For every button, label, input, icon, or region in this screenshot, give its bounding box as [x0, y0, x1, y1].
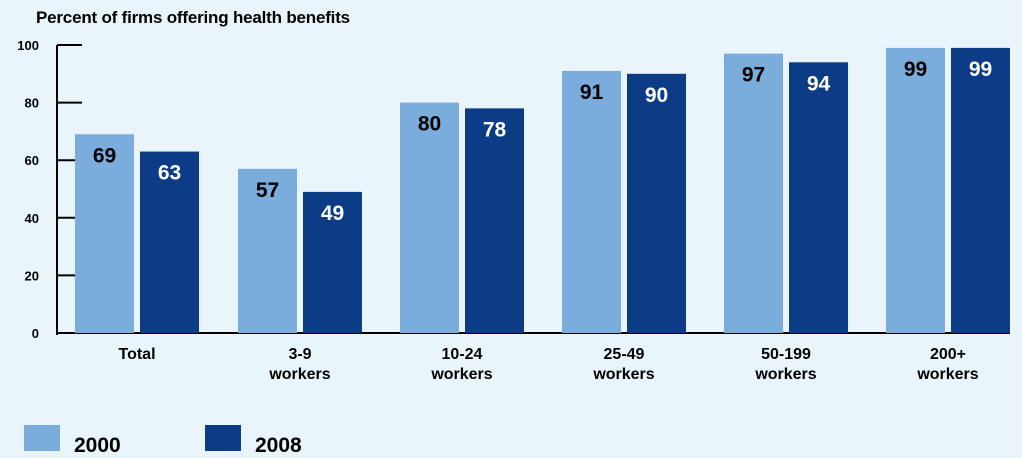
bar-value-label: 91	[580, 81, 604, 104]
bar-value-label: 99	[904, 58, 927, 81]
y-tick-label: 60	[25, 153, 39, 168]
y-tick-label: 20	[25, 268, 39, 283]
bar-value-label: 94	[807, 72, 831, 95]
bar-2008-1	[303, 191, 362, 333]
x-tick-label: 50-199	[761, 346, 811, 363]
bar-value-label: 49	[321, 202, 344, 225]
bar-value-label: 63	[158, 162, 181, 185]
x-tick-label: workers	[592, 366, 654, 383]
legend-item-2000: 2000	[24, 420, 121, 458]
bar-value-label: 90	[645, 84, 668, 107]
y-tick-label: 40	[25, 211, 39, 226]
x-tick-label: Total	[118, 346, 155, 363]
bar-value-label: 69	[93, 144, 116, 167]
legend-item-2008: 2008	[205, 420, 302, 458]
bar-2008-5	[951, 47, 1010, 333]
bar-2008-0	[140, 151, 199, 333]
legend-label-2000: 2000	[74, 434, 121, 457]
x-tick-label: workers	[268, 366, 330, 383]
x-tick-label: 10-24	[442, 346, 483, 363]
x-tick-label: workers	[916, 366, 978, 383]
bar-2000-3	[562, 70, 621, 334]
bar-2008-4	[789, 62, 848, 333]
bar-2008-3	[627, 73, 686, 334]
legend-swatch-2000	[24, 425, 60, 451]
bar-2000-5	[886, 47, 945, 333]
bar-2008-2	[465, 108, 524, 333]
bar-2000-1	[238, 168, 297, 333]
bar-value-label: 57	[256, 179, 279, 202]
bar-value-label: 80	[418, 113, 441, 136]
bar-2000-0	[75, 134, 134, 333]
x-tick-label: 25-49	[604, 346, 645, 363]
bar-value-label: 78	[483, 118, 507, 141]
chart-title: Percent of firms offering health benefit…	[36, 8, 350, 27]
bar-value-label: 97	[742, 64, 765, 87]
x-tick-label: workers	[430, 366, 492, 383]
y-tick-label: 100	[17, 38, 39, 53]
bar-2000-4	[724, 53, 783, 333]
x-tick-label: 3-9	[288, 346, 311, 363]
legend-swatch-2008	[205, 425, 241, 451]
x-tick-label: workers	[754, 366, 816, 383]
y-tick-label: 0	[32, 326, 39, 341]
legend-label-2008: 2008	[255, 434, 302, 457]
y-tick-label: 80	[25, 96, 39, 111]
bar-value-label: 99	[969, 58, 992, 81]
x-tick-label: 200+	[930, 346, 966, 363]
bar-2000-2	[400, 102, 459, 333]
